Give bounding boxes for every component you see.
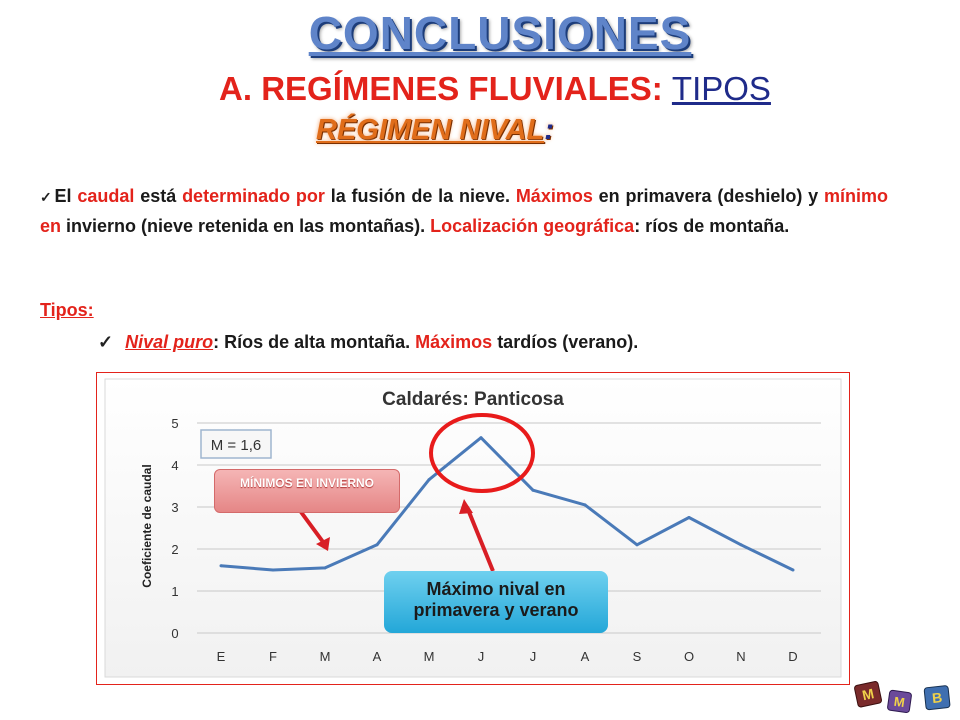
series-points [219,436,795,572]
y-tick-label: 1 [171,584,178,599]
x-tick-label: E [217,649,226,664]
logo-letter: M [893,694,906,710]
section-subtitle: A. REGÍMENES FLUVIALES: TIPOS [0,70,960,108]
x-tick-label: F [269,649,277,664]
tipo-name: Nival puro [125,332,214,352]
x-tick-label: J [530,649,537,664]
data-point [635,543,639,547]
chart-title: Caldarés: Panticosa [382,389,564,410]
y-tick-label: 0 [171,626,178,641]
para-text: en primavera (deshielo) y [592,186,824,206]
x-tick-label: D [788,649,797,664]
x-tick-label: S [633,649,642,664]
para-highlight: Máximos [515,186,593,206]
y-tick-label: 3 [171,500,178,515]
para-text: invierno (nieve retenida en las montañas… [61,216,431,236]
regimen-label: RÉGIMEN NIVAL [316,114,545,146]
tipo-text: tardíos (verano). [492,332,639,352]
para-text: está [134,186,183,206]
data-point [271,568,275,572]
y-tick-label: 2 [171,542,178,557]
max-arrow-head [459,499,473,514]
data-point [531,488,535,492]
para-text: : ríos de montaña. [634,216,790,236]
logo-cube-1: M [854,681,882,708]
data-point [219,564,223,568]
y-tick-label: 5 [171,416,178,431]
min-arrow-head [316,537,330,551]
para-text: El [54,186,78,206]
minimos-callout: MÍNIMOS EN INVIERNO [214,469,400,513]
logo-cube-2: M [887,689,912,713]
x-tick-label: A [373,649,382,664]
logo-letter: B [931,689,943,706]
para-highlight: Localización geográfica [430,216,635,236]
logo-cube-3: B [923,685,951,711]
tipos-label: Tipos: [40,300,94,320]
description-paragraph: ✓ El caudal está determinado por la fusió… [40,182,888,241]
x-tick-label: M [424,649,435,664]
y-axis-label: Coeficiente de caudal [140,464,154,587]
subtitle-prefix: A. REGÍMENES FLUVIALES: [219,70,663,107]
logo-letter: M [861,685,876,703]
chart-grid [197,422,821,634]
mean-box-label: M = 1,6 [211,437,261,454]
series-line [220,436,794,572]
x-tick-label: J [478,649,485,664]
maximo-callout: Máximo nival en primavera y verano [384,571,608,633]
mean-box [200,429,272,459]
data-point [375,543,379,547]
data-point [479,436,483,440]
min-arrow-shaft [299,510,328,548]
page-title: CONCLUSIONES [308,7,692,59]
max-arrow-shaft [465,506,495,572]
data-point [687,516,691,519]
regimen-heading: RÉGIMEN NIVAL: [316,114,554,147]
para-highlight: determinado por [182,186,325,206]
mmb-logo: M M B [854,681,951,713]
regimen-colon: : [544,114,554,146]
chart-frame: Caldarés: Panticosa Coeficiente de cauda… [96,372,850,685]
y-tick-label: 4 [171,458,178,473]
data-point [583,503,587,507]
para-text: la fusión de la nieve. [324,186,516,206]
y-tick-labels: 0 1 2 3 4 5 [171,416,178,641]
tipo-item-nival-puro: ✓ Nival puro: Ríos de alta montaña. Máxim… [98,332,638,353]
x-tick-label: O [684,649,694,664]
subtitle-tipos: TIPOS [671,70,771,107]
tipo-text: : Ríos de alta montaña. [213,332,416,352]
para-highlight: mínimo en [40,186,888,236]
para-highlight: caudal [77,186,135,206]
data-point [739,543,743,547]
x-tick-label: M [320,649,331,664]
check-icon: ✓ [98,332,114,352]
x-tick-label: A [581,649,590,664]
maximum-highlight-circle [429,413,535,493]
tipo-highlight: Máximos [415,332,493,352]
x-tick-label: N [736,649,745,664]
data-point [791,568,795,572]
data-point [323,566,327,570]
check-icon: ✓ [40,189,53,205]
data-point [427,478,431,482]
flow-chart: Caldarés: Panticosa Coeficiente de cauda… [104,378,842,678]
